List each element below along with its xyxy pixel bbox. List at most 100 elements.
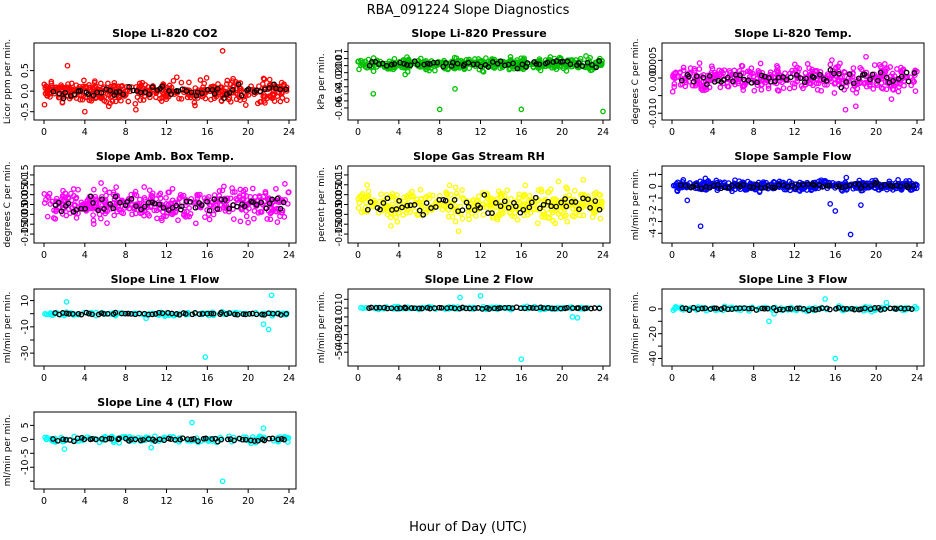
- reference-point: [195, 438, 201, 444]
- data-point: [791, 84, 798, 91]
- data-point: [44, 213, 51, 220]
- reference-point: [533, 61, 540, 67]
- data-point: [96, 199, 102, 206]
- reference-point: [706, 73, 713, 79]
- outlier-point: [600, 108, 606, 115]
- reference-point: [209, 86, 216, 93]
- data-point: [92, 200, 99, 207]
- data-point: [724, 83, 731, 90]
- y-tick-label: -4: [648, 229, 659, 238]
- data-point: [46, 190, 53, 197]
- data-point: [459, 215, 466, 222]
- reference-point: [404, 62, 410, 68]
- data-point: [227, 195, 234, 202]
- reference-point: [903, 69, 910, 76]
- outlier-point: [518, 106, 525, 113]
- reference-point: [690, 183, 697, 190]
- data-point: [61, 84, 68, 91]
- reference-point: [209, 436, 215, 442]
- data-point: [507, 54, 514, 60]
- data-point: [721, 67, 728, 74]
- y-tick-label: -50: [334, 344, 345, 360]
- data-point: [230, 83, 236, 90]
- data-point: [163, 194, 169, 201]
- data-point: [98, 215, 104, 222]
- reference-point: [283, 311, 290, 317]
- reference-point: [257, 88, 264, 95]
- reference-point: [401, 60, 407, 67]
- y-tick-label: -1: [648, 193, 659, 202]
- y-tick-label: -0.10: [20, 212, 31, 237]
- reference-point: [816, 306, 822, 312]
- reference-point: [485, 64, 492, 70]
- reference-point: [540, 201, 547, 208]
- reference-point: [146, 91, 153, 98]
- panel-title: Slope Line 4 (LT) Flow: [97, 396, 232, 409]
- reference-point: [277, 86, 284, 93]
- data-point: [165, 189, 172, 196]
- reference-point: [477, 204, 484, 211]
- reference-point: [95, 311, 102, 318]
- reference-point: [250, 199, 256, 205]
- reference-point: [159, 310, 166, 317]
- reference-point: [579, 63, 586, 69]
- reference-point: [576, 206, 582, 213]
- reference-point: [740, 181, 747, 188]
- reference-point: [862, 182, 869, 189]
- data-point: [109, 98, 116, 105]
- data-point: [844, 79, 850, 86]
- data-point: [237, 186, 244, 193]
- reference-point: [192, 204, 199, 211]
- reference-point: [206, 207, 213, 214]
- data-point: [210, 211, 217, 218]
- reference-point: [182, 311, 189, 317]
- data-point: [274, 219, 281, 225]
- reference-point: [833, 183, 840, 190]
- y-tick-label: -10: [20, 459, 31, 475]
- x-tick-label: 4: [396, 373, 402, 384]
- y-tick-label: -20: [334, 318, 345, 334]
- reference-point: [145, 199, 152, 206]
- data-point: [256, 83, 262, 90]
- reference-point: [369, 59, 375, 65]
- reference-point: [231, 437, 237, 444]
- reference-point: [214, 206, 221, 212]
- x-tick-label: 0: [355, 250, 361, 261]
- x-tick-label: 4: [710, 127, 716, 138]
- data-point: [136, 80, 143, 87]
- panel-title: Slope Amb. Box Temp.: [96, 150, 234, 163]
- y-tick-label: -10: [20, 319, 31, 335]
- data-point: [876, 61, 883, 68]
- data-point: [275, 194, 282, 201]
- reference-point: [226, 205, 233, 212]
- data-point: [90, 217, 97, 224]
- reference-point: [124, 199, 131, 205]
- data-point: [818, 177, 825, 184]
- data-point: [394, 192, 400, 199]
- y-tick-label: 0.15: [20, 164, 31, 185]
- chart-panel: Slope Amb. Box Temp. 0 4 8 12 16 20 24 -0.15-0.1…: [3, 150, 297, 261]
- x-tick-label: 24: [597, 250, 609, 261]
- reference-point: [785, 305, 791, 312]
- reference-point: [404, 202, 411, 209]
- y-axis-label: ml/min per min.: [3, 292, 13, 364]
- data-point: [82, 94, 89, 101]
- data-point: [552, 220, 559, 227]
- reference-point: [754, 181, 760, 188]
- data-point: [43, 196, 49, 203]
- reference-point: [873, 179, 880, 186]
- outlier-point: [842, 106, 849, 113]
- reference-point: [396, 197, 402, 204]
- reference-point: [55, 199, 62, 206]
- data-point: [285, 439, 291, 445]
- data-point: [747, 180, 754, 187]
- data-point: [43, 436, 50, 443]
- data-point: [356, 199, 363, 206]
- panel-title: Slope Gas Stream RH: [413, 150, 545, 163]
- data-point: [511, 213, 518, 220]
- x-tick-label: 24: [911, 250, 923, 261]
- data-point: [440, 203, 447, 209]
- outlier-point: [260, 321, 267, 328]
- reference-point: [526, 304, 533, 311]
- data-point: [875, 186, 882, 193]
